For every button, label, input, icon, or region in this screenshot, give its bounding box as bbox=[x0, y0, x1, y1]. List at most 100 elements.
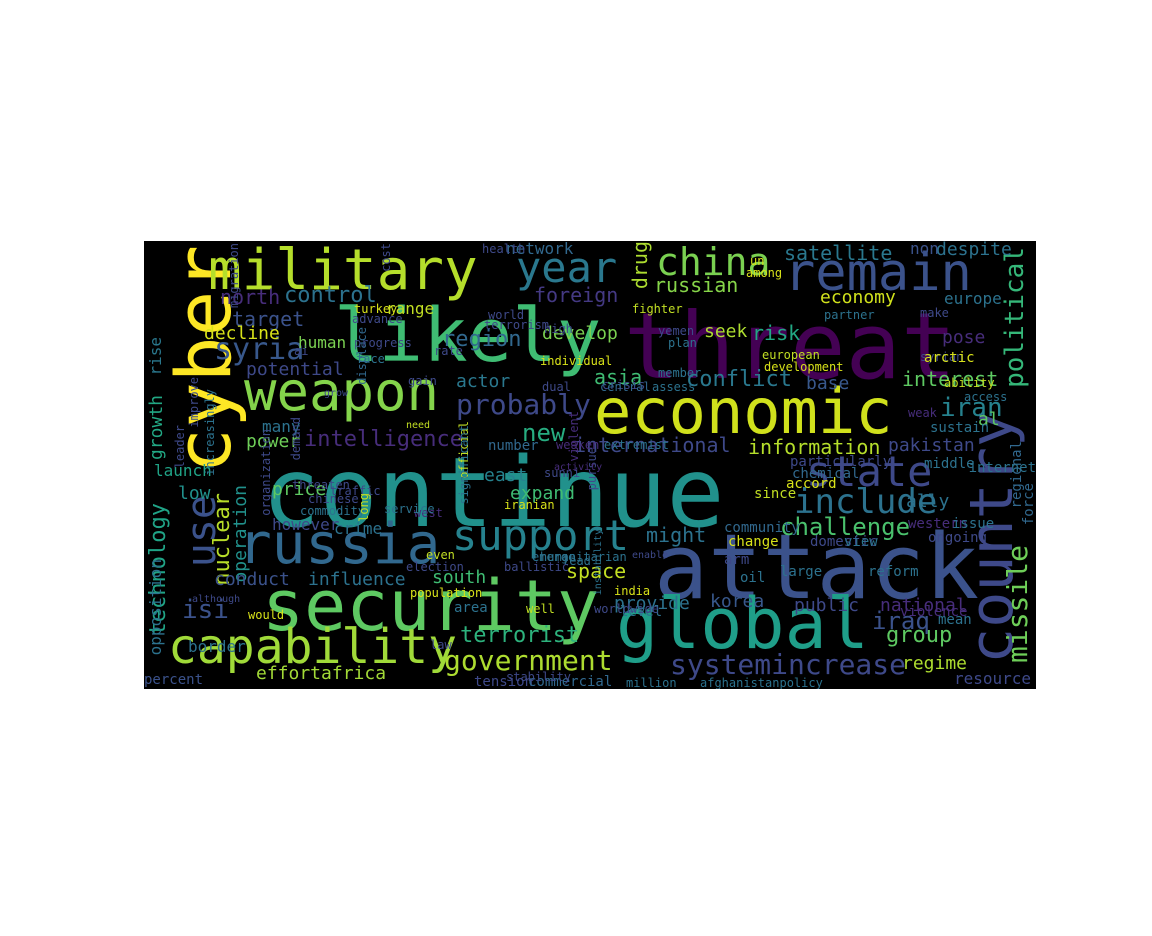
word-region: region bbox=[442, 327, 522, 352]
word-rise: rise bbox=[146, 337, 165, 376]
word-network: network bbox=[506, 241, 574, 258]
word-make: make bbox=[920, 306, 949, 320]
word-lead: lead bbox=[562, 554, 591, 568]
word-low: low bbox=[178, 483, 211, 504]
word-european: european bbox=[762, 348, 820, 362]
word-international: international bbox=[574, 433, 731, 457]
word-instability: instability bbox=[593, 529, 604, 596]
word-increasingly: increasingly bbox=[203, 389, 217, 476]
word-since: since bbox=[754, 486, 797, 502]
word-crime: crime bbox=[334, 519, 383, 538]
word-syria: syria bbox=[214, 332, 305, 367]
word-area: area bbox=[454, 600, 488, 616]
word-syrian: syrian bbox=[920, 350, 964, 364]
word-threat: threat bbox=[624, 293, 957, 400]
word-terrorism: terrorism bbox=[484, 318, 550, 332]
word-government: government bbox=[444, 644, 613, 677]
word-space: space bbox=[566, 559, 627, 583]
word-violent: violent bbox=[567, 411, 581, 462]
word-arctic: arctic bbox=[924, 350, 975, 366]
word-service: service bbox=[384, 502, 435, 516]
word-missile: missile bbox=[1001, 545, 1034, 664]
word-tension: tension bbox=[474, 674, 534, 689]
word-probably: probably bbox=[456, 388, 591, 421]
word-accord: accord bbox=[786, 476, 837, 492]
word-un: un bbox=[750, 254, 765, 268]
word-development: development bbox=[764, 360, 844, 374]
word-ballistic: ballistic bbox=[504, 560, 570, 574]
word-large: large bbox=[780, 564, 823, 580]
word-access: access bbox=[964, 390, 1008, 404]
word-intelligence: intelligence bbox=[304, 427, 463, 452]
word-individual: individual bbox=[540, 354, 613, 368]
word-resource: resource bbox=[954, 669, 1032, 688]
word-worldwide: worldwide bbox=[594, 602, 660, 616]
word-national: national bbox=[880, 595, 967, 616]
word-improve: improve bbox=[187, 377, 201, 428]
word-al: al bbox=[978, 409, 1000, 430]
word-election: election bbox=[406, 560, 464, 574]
word-law: law bbox=[430, 638, 452, 652]
word-weapon: weapon bbox=[244, 360, 440, 423]
word-attack: attack bbox=[654, 515, 980, 620]
word-long: long bbox=[357, 493, 371, 522]
word-central: central bbox=[600, 380, 651, 394]
word-world: world bbox=[488, 308, 525, 322]
word-grow: grow bbox=[324, 388, 349, 399]
word-launch: launch bbox=[154, 461, 212, 480]
word-information: information bbox=[748, 435, 881, 459]
word-leader: leader bbox=[173, 425, 187, 469]
word-seek: seek bbox=[704, 321, 748, 342]
word-many: many bbox=[262, 417, 301, 436]
word-turkey: turkey bbox=[354, 302, 398, 316]
word-middle: middle bbox=[924, 456, 975, 472]
word-high: high bbox=[544, 322, 573, 336]
word-migration: migration bbox=[227, 243, 241, 309]
word-russian: russian bbox=[654, 273, 739, 297]
word-challenge: challenge bbox=[780, 513, 911, 541]
word-extremist: extremist bbox=[604, 438, 670, 452]
word-provide: provide bbox=[614, 593, 690, 614]
word-commercial: commercial bbox=[528, 674, 613, 689]
word-russia: russia bbox=[238, 512, 441, 577]
word-group: group bbox=[886, 623, 953, 648]
word-afghanistanpolicy: afghanistanpolicy bbox=[700, 676, 823, 689]
word-influence: influence bbox=[308, 569, 406, 590]
word-sustain: sustain bbox=[930, 420, 990, 436]
word-violence: violence bbox=[900, 604, 968, 620]
word-satellite: satellite bbox=[784, 241, 893, 265]
word-even: even bbox=[426, 548, 455, 562]
word-gain: gain bbox=[408, 374, 437, 388]
word-east: east bbox=[484, 465, 528, 486]
word-expand: expand bbox=[510, 483, 576, 504]
word-human: human bbox=[298, 333, 347, 352]
word-organization: organization bbox=[259, 429, 273, 516]
word-dual: dual bbox=[542, 380, 571, 394]
word-base: base bbox=[806, 373, 850, 394]
word-isi: isi bbox=[182, 595, 229, 625]
word-view: view bbox=[844, 534, 878, 550]
word-health: health bbox=[482, 242, 526, 256]
word-rate: rate bbox=[434, 344, 463, 358]
word-despite: despite bbox=[936, 241, 1012, 260]
word-progress: progress bbox=[354, 336, 412, 350]
word-yemen: yemen bbox=[658, 324, 695, 338]
word-develop: develop bbox=[542, 323, 618, 344]
word-price: price bbox=[272, 479, 327, 500]
word-weaken: weaken bbox=[556, 438, 600, 452]
word-enable: enable bbox=[632, 550, 669, 561]
word-might: might bbox=[646, 523, 707, 547]
word-cloud: continue threat attack cyber economic securit… bbox=[144, 241, 1036, 689]
word-global: global bbox=[616, 583, 869, 665]
word-conduct: conduct bbox=[214, 569, 290, 590]
word-number: number bbox=[488, 438, 539, 454]
word-economic: economic bbox=[594, 375, 893, 448]
word-ability: ability bbox=[944, 376, 995, 390]
word-economy: economy bbox=[820, 287, 896, 308]
word-domestic: domestic bbox=[810, 534, 878, 550]
word-humanitarian: humanitarian bbox=[540, 550, 627, 564]
word-conflict: conflict bbox=[686, 367, 792, 392]
word-weak: weak bbox=[908, 406, 937, 420]
word-effortafrica: effortafrica bbox=[256, 663, 387, 684]
word-border: border bbox=[188, 637, 246, 656]
